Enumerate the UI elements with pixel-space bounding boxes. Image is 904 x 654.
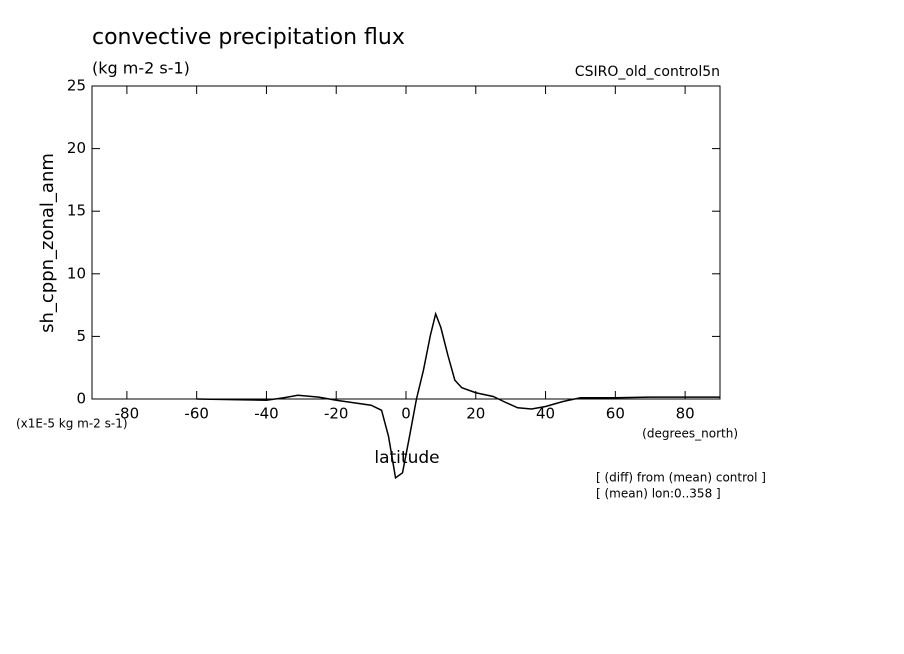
x-tick-label: 40 bbox=[536, 405, 555, 423]
note: [ (diff) from (mean) control ] bbox=[596, 471, 766, 485]
y-axis-label: sh_cppn_zonal_anm bbox=[37, 153, 58, 333]
y-tick-label: 5 bbox=[76, 327, 86, 345]
subtitle: (kg m-2 s-1) bbox=[92, 59, 190, 78]
x-tick-label: -80 bbox=[115, 405, 140, 423]
y-units: (x1E-5 kg m-2 s-1) bbox=[16, 417, 128, 431]
y-tick-label: 0 bbox=[76, 390, 86, 408]
y-tick-label: 10 bbox=[67, 264, 86, 282]
y-tick-label: 15 bbox=[67, 202, 86, 220]
data-line bbox=[196, 311, 720, 480]
plot-frame bbox=[91, 85, 721, 400]
dataset-label: CSIRO_old_control5n bbox=[575, 64, 720, 80]
x-tick-label: -20 bbox=[324, 405, 349, 423]
x-tick-label: -60 bbox=[184, 405, 209, 423]
y-tick-label: 20 bbox=[67, 139, 86, 157]
x-tick-label: 0 bbox=[401, 405, 411, 423]
x-tick-label: -40 bbox=[254, 405, 279, 423]
x-tick-label: 60 bbox=[606, 405, 625, 423]
note: [ (mean) lon:0..358 ] bbox=[596, 487, 721, 501]
chart-title: convective precipitation flux bbox=[92, 25, 405, 50]
x-tick-label: 20 bbox=[466, 405, 485, 423]
x-units: (degrees_north) bbox=[642, 427, 738, 441]
y-tick-label: 25 bbox=[67, 77, 86, 95]
x-tick-label: 80 bbox=[676, 405, 695, 423]
